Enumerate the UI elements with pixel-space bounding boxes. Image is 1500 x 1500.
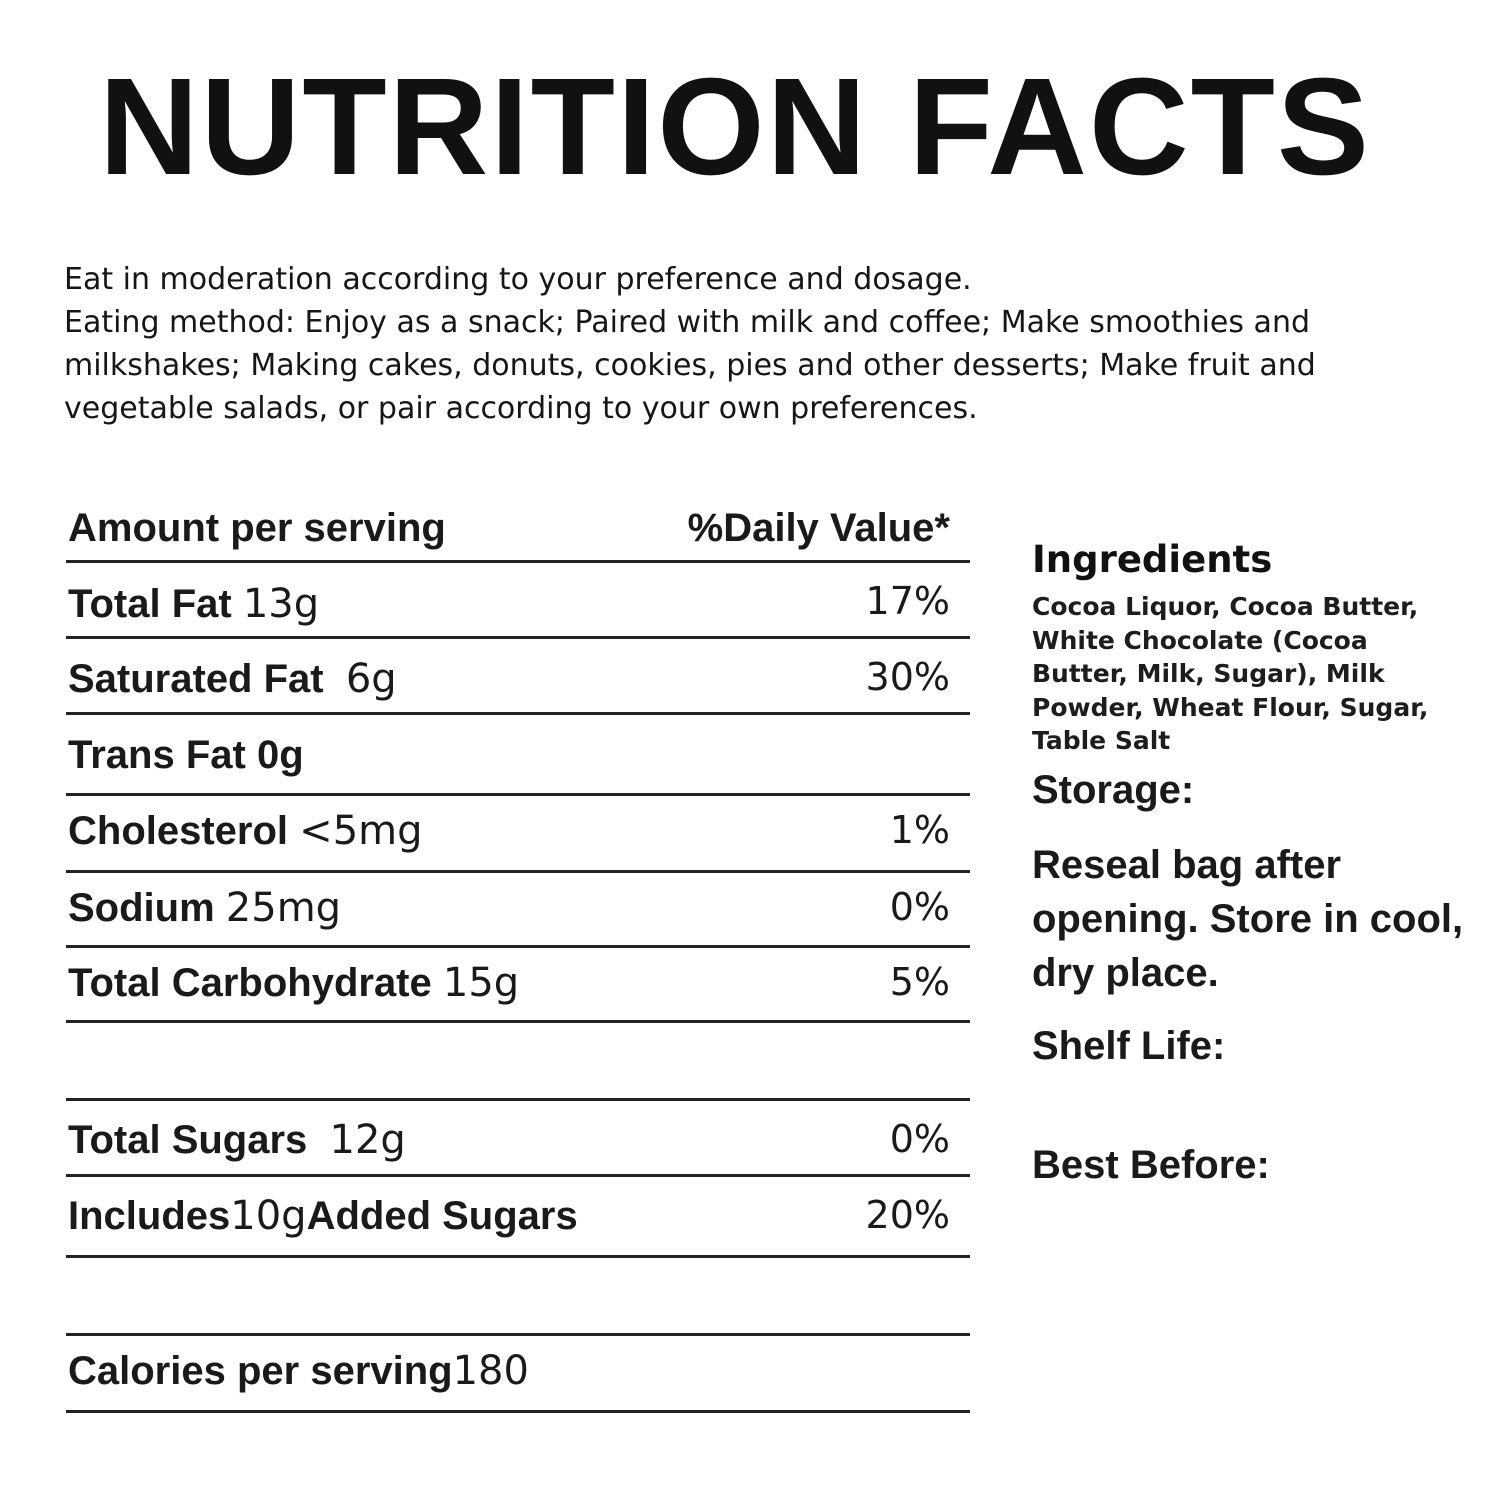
row-name: Calories per serving <box>68 1349 453 1393</box>
table-row: Saturated Fat 6g 30% <box>66 639 970 715</box>
best-before-label: Best Before: <box>1032 1143 1270 1187</box>
table-row: Sodium 25mg 0% <box>66 873 970 948</box>
ingredients-title: Ingredients <box>1032 538 1273 581</box>
table-row-empty <box>66 1023 970 1101</box>
row-amount: 6g <box>345 656 397 702</box>
row-name: Trans Fat 0g <box>68 733 304 777</box>
table-row: Includes10gAdded Sugars 20% <box>66 1177 970 1258</box>
row-dv: 0% <box>889 885 950 929</box>
table-row: Trans Fat 0g <box>66 715 970 796</box>
shelf-life-label: Shelf Life: <box>1032 1024 1226 1068</box>
row-amount: 12g <box>329 1117 406 1163</box>
row-amount: 10g <box>230 1193 307 1239</box>
table-row: Total Carbohydrate 15g 5% <box>66 948 970 1023</box>
row-name: Sodium <box>68 886 215 930</box>
row-amount: <5mg <box>299 808 423 854</box>
row-name: Includes <box>68 1194 231 1238</box>
table-row: Total Sugars 12g 0% <box>66 1101 970 1177</box>
table-row: Calories per serving180 <box>66 1336 970 1413</box>
header-amount-label: Amount per serving <box>68 506 446 550</box>
table-row: Total Fat 13g 17% <box>66 563 970 639</box>
intro-line-1: Eat in moderation according to your pref… <box>64 262 972 297</box>
row-dv: 30% <box>865 655 950 699</box>
row-dv: 0% <box>889 1117 950 1161</box>
row-name: Saturated Fat <box>68 657 324 701</box>
row-suffix: Added Sugars <box>306 1194 578 1238</box>
storage-text: Reseal bag after opening. Store in cool,… <box>1032 843 1464 995</box>
row-name: Total Sugars <box>68 1118 308 1162</box>
nutrition-table: Amount per serving %Daily Value* Total F… <box>66 500 970 1413</box>
table-header: Amount per serving %Daily Value* <box>66 500 970 563</box>
row-amount: 15g <box>442 960 520 1006</box>
row-amount: 180 <box>452 1348 529 1394</box>
storage-label: Storage: <box>1032 768 1195 812</box>
table-row-empty <box>66 1258 970 1336</box>
row-dv: 20% <box>865 1193 950 1237</box>
row-dv: 1% <box>889 808 950 852</box>
page-title: NUTRITION FACTS <box>99 50 1371 204</box>
row-dv: 17% <box>865 579 950 623</box>
row-name: Cholesterol <box>68 809 289 853</box>
row-name: Total Carbohydrate <box>68 961 432 1005</box>
row-dv: 5% <box>889 960 950 1004</box>
ingredients-text: Cocoa Liquor, Cocoa Butter, White Chocol… <box>1032 592 1429 755</box>
table-row: Cholesterol <5mg 1% <box>66 796 970 873</box>
row-name: Total Fat <box>68 582 232 626</box>
row-amount: 25mg <box>225 885 342 931</box>
row-amount: 13g <box>242 581 320 627</box>
intro-line-2: Eating method: Enjoy as a snack; Paired … <box>64 305 1316 426</box>
intro-text: Eat in moderation according to your pref… <box>64 258 1444 430</box>
header-dv-label: %Daily Value* <box>687 506 950 550</box>
